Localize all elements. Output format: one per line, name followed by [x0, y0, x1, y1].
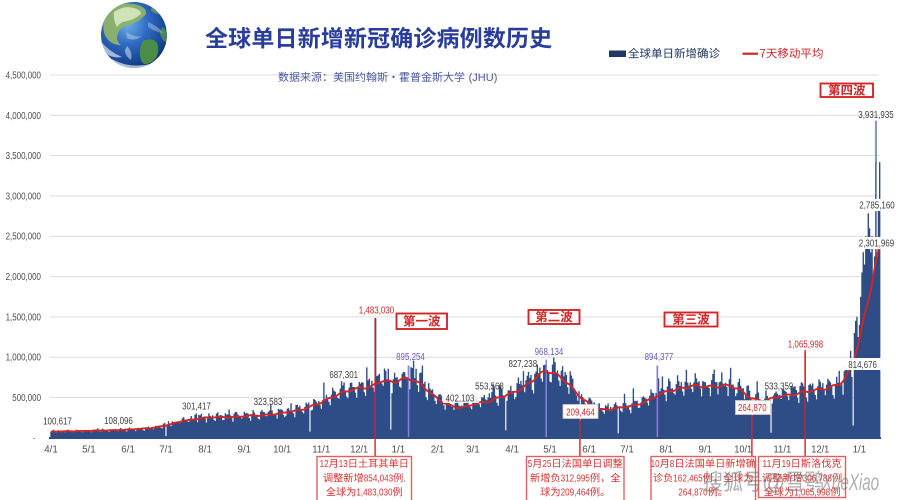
svg-text:894,377: 894,377 — [645, 352, 674, 363]
svg-text:827,238: 827,238 — [508, 359, 537, 370]
svg-text:13: 13 — [339, 459, 348, 470]
svg-text:.: . — [403, 474, 405, 485]
svg-text:5/1: 5/1 — [82, 445, 96, 456]
svg-text:10/1: 10/1 — [734, 445, 752, 456]
svg-text:162,465: 162,465 — [673, 474, 703, 485]
svg-text:@: @ — [762, 469, 785, 495]
svg-text:8/1: 8/1 — [659, 445, 673, 456]
svg-text:4/1: 4/1 — [505, 445, 519, 456]
svg-text:9/1: 9/1 — [238, 445, 252, 456]
svg-text:11: 11 — [762, 459, 771, 470]
svg-text:2,000,000: 2,000,000 — [6, 272, 42, 283]
svg-text:402,103: 402,103 — [446, 394, 475, 405]
svg-text:19: 19 — [782, 459, 791, 470]
svg-text:8/1: 8/1 — [198, 445, 212, 456]
svg-text:500,000: 500,000 — [12, 393, 41, 404]
svg-text:1/1: 1/1 — [853, 445, 867, 456]
svg-text:12/1: 12/1 — [811, 445, 829, 456]
svg-text:10/1: 10/1 — [273, 445, 291, 456]
svg-text:7/1: 7/1 — [159, 445, 173, 456]
svg-text:3,931,935: 3,931,935 — [858, 110, 894, 121]
svg-text:10: 10 — [651, 459, 660, 470]
svg-text:2,500,000: 2,500,000 — [6, 232, 42, 243]
svg-text:11/1: 11/1 — [312, 445, 330, 456]
svg-text:209,464: 209,464 — [566, 408, 595, 419]
svg-text:12/1: 12/1 — [350, 445, 368, 456]
svg-text:4,500,000: 4,500,000 — [6, 71, 42, 82]
svg-text:323,583: 323,583 — [254, 397, 283, 408]
svg-text:1,065,998: 1,065,998 — [788, 340, 824, 351]
svg-text:11/1: 11/1 — [773, 445, 791, 456]
svg-text:-: - — [32, 434, 35, 445]
svg-text:6/1: 6/1 — [582, 445, 596, 456]
svg-text:12: 12 — [320, 459, 329, 470]
svg-text:4/1: 4/1 — [44, 445, 58, 456]
svg-text:1/1: 1/1 — [392, 445, 406, 456]
svg-text:1,065,998: 1,065,998 — [794, 488, 830, 499]
svg-text:3/1: 3/1 — [466, 445, 480, 456]
svg-text:2,785,160: 2,785,160 — [859, 201, 895, 212]
svg-text:3,000,000: 3,000,000 — [6, 191, 42, 202]
svg-text:7/1: 7/1 — [620, 445, 634, 456]
svg-text:264,870: 264,870 — [678, 488, 708, 499]
svg-text:2,301,969: 2,301,969 — [859, 239, 895, 250]
svg-text:264,870: 264,870 — [738, 403, 767, 414]
svg-text:XueXiao: XueXiao — [821, 469, 879, 495]
svg-text:4,000,000: 4,000,000 — [6, 111, 42, 122]
svg-text:9/1: 9/1 — [699, 445, 713, 456]
svg-text:895,254: 895,254 — [396, 352, 425, 363]
svg-text:687,301: 687,301 — [329, 370, 358, 381]
svg-text:1,483,030: 1,483,030 — [356, 488, 392, 499]
svg-text:5: 5 — [528, 459, 533, 470]
svg-text:6/1: 6/1 — [121, 445, 135, 456]
svg-text:854,043: 854,043 — [364, 474, 394, 485]
svg-text:3,500,000: 3,500,000 — [6, 151, 42, 162]
svg-text:968,134: 968,134 — [535, 347, 564, 358]
svg-text:306,788: 306,788 — [803, 474, 833, 485]
svg-text:25: 25 — [542, 459, 551, 470]
svg-text:312,995: 312,995 — [561, 474, 591, 485]
svg-text:553,568: 553,568 — [475, 382, 504, 393]
svg-text:108,096: 108,096 — [104, 416, 133, 427]
svg-text:8: 8 — [670, 459, 675, 470]
svg-text:814,676: 814,676 — [848, 360, 877, 371]
svg-text:301,417: 301,417 — [182, 402, 211, 413]
svg-text:1,000,000: 1,000,000 — [6, 353, 42, 364]
svg-text:1,500,000: 1,500,000 — [6, 312, 42, 323]
svg-text:5/1: 5/1 — [543, 445, 557, 456]
svg-text:533,359: 533,359 — [765, 382, 794, 393]
svg-text:(JHU): (JHU) — [469, 72, 498, 84]
svg-text:1,483,030: 1,483,030 — [359, 306, 395, 317]
svg-text:209,464: 209,464 — [561, 488, 591, 499]
svg-text:100,617: 100,617 — [43, 417, 72, 428]
svg-text:2/1: 2/1 — [431, 445, 445, 456]
